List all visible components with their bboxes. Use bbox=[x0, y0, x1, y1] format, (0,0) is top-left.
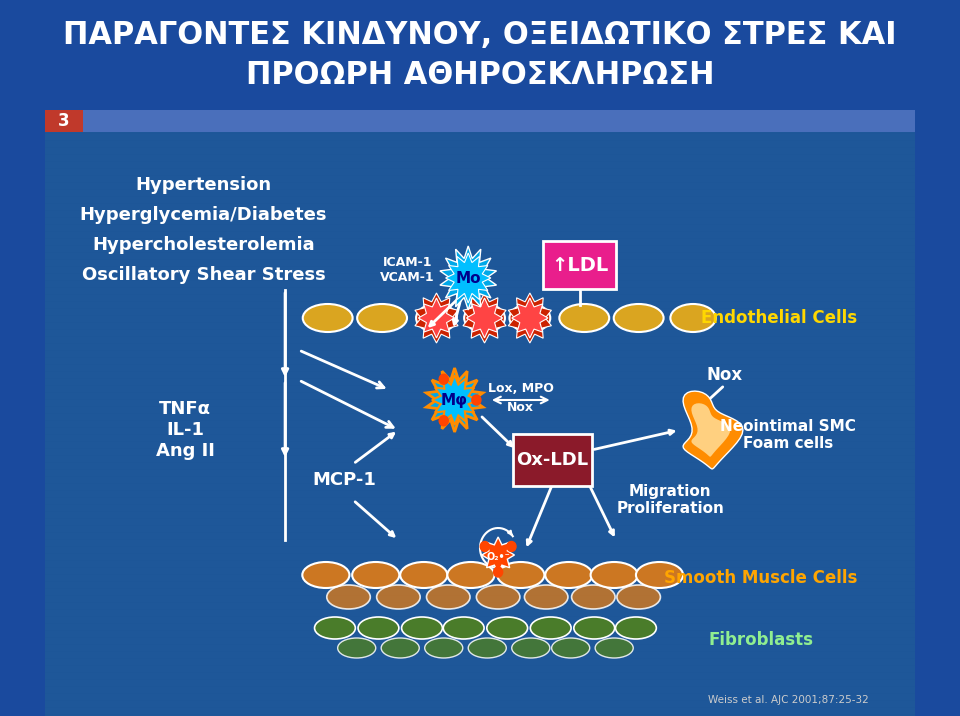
Text: MCP-1: MCP-1 bbox=[312, 471, 376, 489]
Text: ICAM-1
VCAM-1: ICAM-1 VCAM-1 bbox=[380, 256, 435, 284]
Text: TNFα
IL-1
Ang II: TNFα IL-1 Ang II bbox=[156, 400, 215, 460]
Ellipse shape bbox=[590, 562, 637, 588]
Ellipse shape bbox=[497, 562, 544, 588]
Ellipse shape bbox=[358, 617, 398, 639]
Circle shape bbox=[440, 416, 448, 426]
Ellipse shape bbox=[352, 562, 399, 588]
Text: Migration
Proliferation: Migration Proliferation bbox=[616, 484, 725, 516]
Ellipse shape bbox=[447, 562, 494, 588]
Polygon shape bbox=[440, 246, 496, 310]
Text: Hyperglycemia/Diabetes: Hyperglycemia/Diabetes bbox=[80, 206, 327, 224]
Text: Fibroblasts: Fibroblasts bbox=[708, 631, 813, 649]
Polygon shape bbox=[463, 293, 506, 343]
Polygon shape bbox=[432, 375, 477, 425]
Ellipse shape bbox=[670, 304, 716, 332]
Ellipse shape bbox=[512, 638, 550, 658]
Text: Neointimal SMC
Foam cells: Neointimal SMC Foam cells bbox=[720, 419, 856, 451]
Ellipse shape bbox=[613, 304, 663, 332]
Ellipse shape bbox=[615, 617, 657, 639]
Ellipse shape bbox=[426, 585, 470, 609]
Ellipse shape bbox=[571, 585, 615, 609]
FancyBboxPatch shape bbox=[45, 132, 915, 716]
Text: Mo: Mo bbox=[455, 271, 481, 286]
Text: Nox: Nox bbox=[707, 366, 743, 384]
Ellipse shape bbox=[444, 617, 484, 639]
Ellipse shape bbox=[530, 617, 571, 639]
Ellipse shape bbox=[636, 562, 684, 588]
Circle shape bbox=[480, 541, 490, 551]
FancyBboxPatch shape bbox=[45, 110, 915, 132]
Ellipse shape bbox=[302, 562, 349, 588]
Text: Lox, MPO: Lox, MPO bbox=[488, 382, 554, 395]
Ellipse shape bbox=[302, 304, 352, 332]
Text: ΠΡΟΩΡΗ ΑΘΗΡΟΣΚΛΗΡΩΣΗ: ΠΡΟΩΡΗ ΑΘΗΡΟΣΚΛΗΡΩΣΗ bbox=[246, 60, 714, 90]
Ellipse shape bbox=[326, 585, 371, 609]
Text: Hypercholesterolemia: Hypercholesterolemia bbox=[92, 236, 315, 254]
Polygon shape bbox=[691, 403, 731, 457]
Ellipse shape bbox=[560, 304, 610, 332]
Text: Oscillatory Shear Stress: Oscillatory Shear Stress bbox=[82, 266, 325, 284]
Circle shape bbox=[472, 395, 481, 405]
Ellipse shape bbox=[524, 585, 568, 609]
Ellipse shape bbox=[487, 617, 528, 639]
Ellipse shape bbox=[400, 562, 447, 588]
Text: O₂•⁻: O₂•⁻ bbox=[487, 552, 510, 562]
Ellipse shape bbox=[416, 304, 457, 332]
Circle shape bbox=[493, 567, 503, 577]
Ellipse shape bbox=[464, 304, 505, 332]
Polygon shape bbox=[512, 298, 548, 338]
Circle shape bbox=[507, 541, 516, 551]
Ellipse shape bbox=[617, 585, 660, 609]
Ellipse shape bbox=[545, 562, 592, 588]
FancyBboxPatch shape bbox=[543, 241, 616, 289]
Text: ↑LDL: ↑LDL bbox=[551, 256, 609, 274]
Text: Mφ: Mφ bbox=[441, 392, 468, 407]
Ellipse shape bbox=[424, 638, 463, 658]
Text: Nox: Nox bbox=[507, 400, 535, 414]
Ellipse shape bbox=[381, 638, 420, 658]
Text: Ox-LDL: Ox-LDL bbox=[516, 451, 588, 469]
Text: Weiss et al. AJC 2001;87:25-32: Weiss et al. AJC 2001;87:25-32 bbox=[708, 695, 869, 705]
Polygon shape bbox=[508, 293, 551, 343]
Text: ΠΑΡΑΓΟΝΤΕΣ ΚΙΝΔΥΝΟΥ, ΟΞΕΙΔΩΤΙΚΟ ΣΤΡΕΣ ΚΑΙ: ΠΑΡΑΓΟΝΤΕΣ ΚΙΝΔΥΝΟΥ, ΟΞΕΙΔΩΤΙΚΟ ΣΤΡΕΣ ΚΑ… bbox=[63, 21, 897, 49]
Ellipse shape bbox=[476, 585, 520, 609]
Polygon shape bbox=[415, 293, 458, 343]
Ellipse shape bbox=[357, 304, 407, 332]
Polygon shape bbox=[419, 298, 455, 338]
Text: Hypertension: Hypertension bbox=[135, 176, 272, 194]
Text: 3: 3 bbox=[58, 112, 70, 130]
Ellipse shape bbox=[401, 617, 443, 639]
Polygon shape bbox=[426, 368, 483, 432]
Polygon shape bbox=[482, 537, 515, 573]
Ellipse shape bbox=[510, 304, 550, 332]
Polygon shape bbox=[467, 298, 503, 338]
Circle shape bbox=[440, 374, 448, 384]
Text: Smooth Muscle Cells: Smooth Muscle Cells bbox=[664, 569, 857, 587]
Polygon shape bbox=[445, 253, 491, 303]
FancyBboxPatch shape bbox=[45, 0, 915, 110]
Ellipse shape bbox=[315, 617, 355, 639]
Ellipse shape bbox=[574, 617, 614, 639]
FancyBboxPatch shape bbox=[45, 110, 83, 132]
Polygon shape bbox=[684, 391, 743, 469]
FancyBboxPatch shape bbox=[513, 434, 592, 486]
Text: Endothelial Cells: Endothelial Cells bbox=[701, 309, 857, 327]
Ellipse shape bbox=[468, 638, 506, 658]
Ellipse shape bbox=[338, 638, 375, 658]
Ellipse shape bbox=[376, 585, 420, 609]
Ellipse shape bbox=[552, 638, 589, 658]
Ellipse shape bbox=[595, 638, 634, 658]
